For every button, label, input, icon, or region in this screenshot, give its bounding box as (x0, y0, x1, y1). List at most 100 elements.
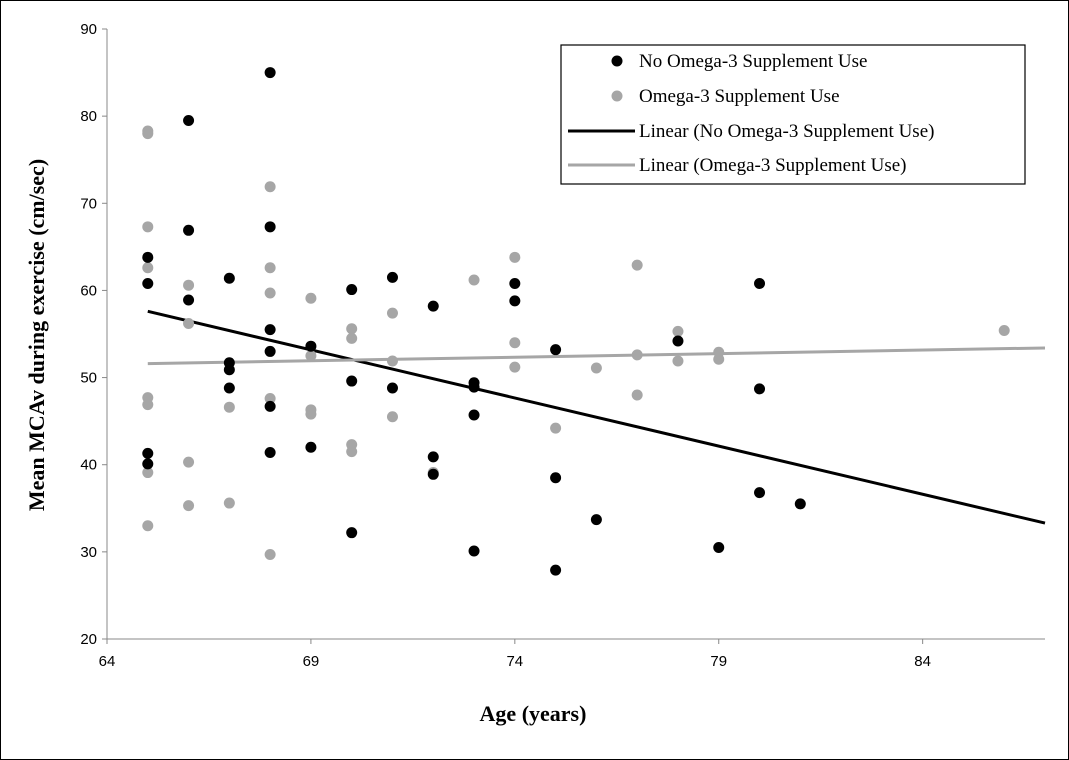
x-tick-label: 69 (303, 653, 320, 670)
y-tick-label: 80 (80, 108, 97, 125)
point-no-omega (550, 472, 562, 484)
point-no-omega (427, 451, 439, 463)
point-omega (346, 323, 358, 335)
y-tick-label: 20 (80, 631, 97, 648)
point-no-omega (142, 447, 154, 459)
point-no-omega (264, 221, 276, 233)
point-no-omega (264, 324, 276, 336)
legend-label-linear-no-omega: Linear (No Omega-3 Supplement Use) (639, 121, 934, 142)
point-no-omega (590, 514, 602, 526)
point-no-omega (223, 272, 235, 284)
point-omega (386, 411, 398, 423)
point-no-omega (550, 564, 562, 576)
point-omega (264, 181, 276, 193)
point-omega (305, 292, 317, 304)
point-omega (509, 361, 521, 373)
point-no-omega (713, 542, 725, 553)
point-no-omega (509, 277, 521, 289)
point-no-omega (672, 335, 684, 347)
point-omega (183, 279, 195, 291)
point-omega (346, 446, 358, 458)
point-no-omega (183, 294, 195, 306)
point-omega (223, 497, 235, 509)
point-omega (142, 262, 154, 274)
legend-marker-omega (611, 90, 623, 102)
point-no-omega (305, 441, 317, 453)
point-no-omega (264, 447, 276, 459)
data-points (142, 67, 1010, 576)
point-omega (386, 307, 398, 319)
point-omega (305, 350, 317, 362)
trendline-omega (147, 346, 1046, 366)
trendline-no-omega (147, 309, 1046, 525)
point-omega (183, 318, 195, 330)
point-no-omega (386, 382, 398, 394)
point-no-omega (427, 300, 439, 312)
trendlines (147, 309, 1046, 525)
point-no-omega (754, 383, 766, 395)
point-omega (713, 353, 725, 365)
point-omega (183, 456, 195, 468)
point-no-omega (346, 375, 358, 387)
point-omega (142, 399, 154, 411)
y-tick-label: 70 (80, 195, 97, 212)
point-omega (386, 355, 398, 367)
y-tick-label: 90 (80, 21, 97, 38)
point-no-omega (468, 545, 480, 557)
point-omega (264, 287, 276, 299)
point-omega (631, 259, 643, 271)
point-no-omega (346, 284, 358, 296)
point-omega (672, 325, 684, 337)
point-omega (346, 332, 358, 344)
point-no-omega (264, 345, 276, 357)
legend-label-omega: Omega-3 Supplement Use (639, 86, 840, 107)
y-tick-label: 40 (80, 457, 97, 474)
point-omega (998, 325, 1010, 337)
point-omega (509, 337, 521, 349)
point-omega (590, 362, 602, 374)
x-axis-title: Age (years) (480, 701, 587, 726)
point-no-omega (386, 271, 398, 283)
y-axis-title: Mean MCAv during exercise (cm/sec) (24, 159, 49, 511)
y-tick-label: 60 (80, 282, 97, 299)
x-tick-label: 64 (99, 653, 116, 670)
point-no-omega (142, 277, 154, 289)
x-tick-label: 84 (914, 653, 931, 670)
point-no-omega (754, 487, 766, 499)
point-no-omega (305, 340, 317, 352)
legend-marker-no-omega (611, 55, 623, 67)
point-omega (550, 422, 562, 434)
point-no-omega (509, 295, 521, 307)
x-tick-label: 79 (710, 653, 727, 670)
point-no-omega (427, 468, 439, 480)
point-omega (672, 355, 684, 367)
y-tick-label: 30 (80, 544, 97, 561)
point-no-omega (346, 527, 358, 539)
point-omega (631, 389, 643, 401)
point-omega (264, 548, 276, 560)
point-no-omega (223, 364, 235, 376)
point-no-omega (550, 344, 562, 356)
point-omega (468, 274, 480, 286)
point-no-omega (794, 498, 806, 510)
point-omega (142, 128, 154, 140)
point-omega (142, 467, 154, 479)
point-omega (631, 349, 643, 361)
point-no-omega (264, 400, 276, 412)
point-omega (264, 392, 276, 404)
point-omega (509, 251, 521, 263)
point-no-omega (183, 224, 195, 236)
point-no-omega (142, 251, 154, 263)
point-omega (223, 401, 235, 413)
legend-box (560, 44, 1026, 185)
legend: No Omega-3 Supplement Use Omega-3 Supple… (560, 44, 1026, 185)
point-no-omega (264, 67, 276, 79)
point-no-omega (183, 115, 195, 126)
point-omega (264, 262, 276, 274)
point-no-omega (468, 409, 480, 421)
tick-labels: 20 30 40 50 60 70 80 90 64 69 74 79 84 (80, 21, 931, 670)
y-tick-label: 50 (80, 370, 97, 387)
point-omega (305, 408, 317, 420)
point-no-omega (142, 458, 154, 470)
